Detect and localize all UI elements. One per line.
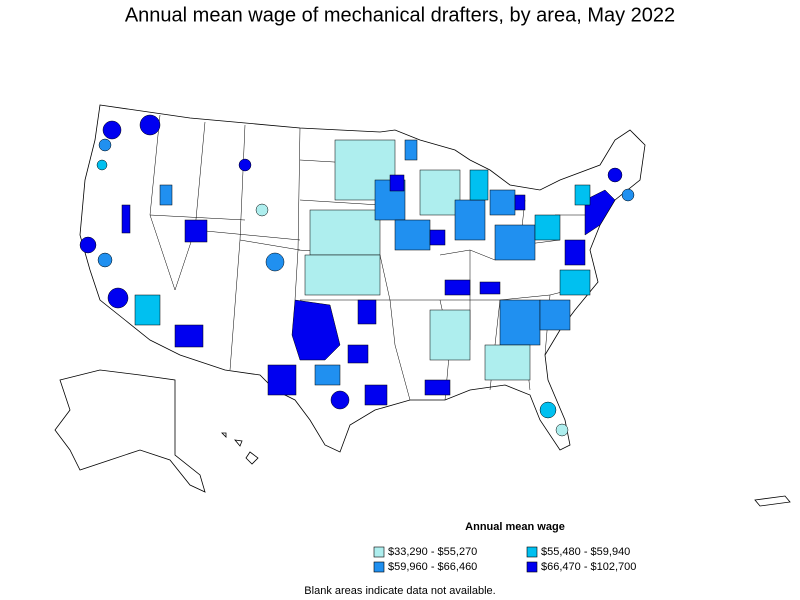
- area: [454, 199, 486, 241]
- area: [574, 184, 591, 206]
- area: [79, 236, 97, 254]
- alaska: [54, 369, 206, 493]
- area: [539, 401, 557, 419]
- area: [255, 203, 269, 217]
- area: [309, 209, 381, 256]
- area: [102, 120, 122, 140]
- area: [174, 324, 204, 348]
- area: [534, 214, 561, 241]
- area: [304, 254, 381, 296]
- area: [98, 138, 112, 152]
- legend: Annual mean wage $33,290 - $55,270 $55,48…: [373, 521, 636, 573]
- area: [267, 364, 297, 396]
- area: [265, 252, 285, 272]
- area: [314, 364, 341, 386]
- area: [96, 159, 108, 171]
- area: [607, 167, 623, 183]
- area: [184, 219, 208, 243]
- legend-label: $59,960 - $66,460: [388, 561, 477, 573]
- legend-swatch: [526, 546, 538, 558]
- area: [291, 299, 341, 361]
- area: [429, 229, 446, 246]
- area: [424, 379, 451, 396]
- area: [559, 269, 591, 296]
- hawaii: [221, 432, 259, 465]
- area: [404, 139, 418, 161]
- area: [134, 294, 161, 326]
- legend-label: $66,470 - $102,700: [541, 561, 636, 573]
- legend-swatch: [526, 561, 538, 573]
- map-title: Annual mean wage of mechanical drafters,…: [125, 4, 675, 26]
- area: [357, 299, 377, 325]
- legend-label: $33,290 - $55,270: [388, 546, 477, 558]
- area: [514, 194, 526, 211]
- area: [330, 390, 350, 410]
- area: [107, 287, 129, 309]
- area: [555, 423, 569, 437]
- legend-items: $33,290 - $55,270 $55,480 - $59,940 $59,96…: [373, 546, 636, 573]
- footnote: Blank areas indicate data not available.: [304, 585, 495, 597]
- area: [489, 189, 516, 216]
- area: [494, 224, 536, 261]
- area: [429, 309, 471, 361]
- wage-areas: [79, 114, 635, 437]
- legend-swatch: [373, 546, 385, 558]
- area: [394, 219, 431, 251]
- area: [539, 299, 571, 331]
- area: [97, 252, 113, 268]
- legend-swatch: [373, 561, 385, 573]
- area: [469, 169, 489, 201]
- area: [389, 174, 405, 192]
- area: [139, 114, 161, 136]
- map: [54, 104, 791, 507]
- area: [444, 279, 471, 296]
- area: [121, 204, 131, 234]
- legend-title: Annual mean wage: [465, 521, 565, 533]
- area: [347, 344, 369, 364]
- puerto-rico: [754, 495, 791, 507]
- area: [238, 158, 252, 172]
- area: [419, 169, 461, 216]
- area: [621, 188, 635, 202]
- area: [159, 184, 173, 206]
- area: [584, 189, 616, 236]
- area: [479, 281, 501, 295]
- area: [499, 299, 541, 346]
- area: [364, 384, 388, 406]
- legend-label: $55,480 - $59,940: [541, 546, 630, 558]
- area: [564, 239, 586, 266]
- area: [484, 344, 531, 381]
